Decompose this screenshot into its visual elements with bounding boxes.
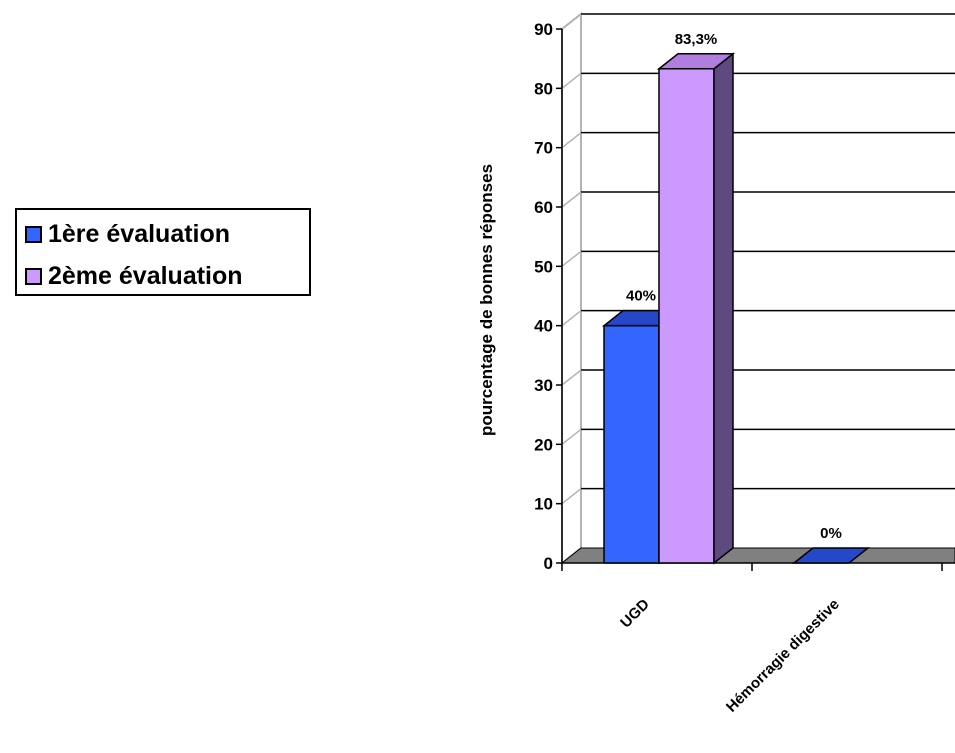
gridline-side: [561, 72, 582, 89]
gridline-side: [561, 488, 582, 505]
data-label-series-2-cat-1: 83,3%: [675, 31, 718, 48]
gridline-side: [561, 369, 582, 386]
gridline-side: [561, 428, 582, 445]
y-tick-label-7: 70: [534, 139, 553, 158]
chart-legend: 1ère évaluation 2ème évaluation: [15, 208, 311, 296]
gridline-side: [561, 191, 582, 208]
data-label-series-1-cat-1: 40%: [626, 288, 656, 305]
gridline-side: [561, 250, 582, 267]
x-tick-label-1: UGD: [617, 596, 653, 632]
y-tick-label-8: 80: [534, 79, 553, 98]
y-tick-label-1: 10: [534, 495, 553, 514]
legend-label-series-2: 2ème évaluation: [48, 261, 243, 290]
bar-top-series-1-cat-2: [791, 547, 871, 564]
y-tick-label-5: 50: [534, 257, 553, 276]
bar-side-series-2-cat-1: [713, 52, 734, 565]
y-tick-label-4: 40: [534, 317, 553, 336]
gridline-side: [561, 132, 582, 149]
bar-top-series-2-cat-1: [656, 53, 736, 70]
y-axis-title: pourcentage de bonnes réponses: [477, 164, 496, 436]
bar-series-2-cat-1: [658, 68, 715, 564]
bar-series-1-cat-1: [603, 324, 660, 564]
legend-label-series-1: 1ère évaluation: [48, 219, 231, 248]
legend-item-series-1: 1ère évaluation: [25, 218, 230, 250]
gridline-side: [561, 310, 582, 327]
legend-swatch-series-1: [25, 225, 42, 243]
y-tick-label-6: 60: [534, 198, 553, 217]
y-tick-label-9: 90: [534, 20, 553, 39]
y-tick-label-0: 0: [544, 554, 553, 573]
gridline-side: [561, 13, 582, 30]
chart-side-wall: [561, 11, 582, 566]
data-label-series-1-cat-2: 0%: [820, 525, 842, 542]
legend-swatch-series-2: [25, 267, 42, 285]
y-tick-label-3: 30: [534, 376, 553, 395]
x-tick-label-2: Hémorragie digestive: [723, 596, 843, 716]
legend-item-series-2: 2ème évaluation: [25, 260, 243, 292]
y-tick-label-2: 20: [534, 435, 553, 454]
